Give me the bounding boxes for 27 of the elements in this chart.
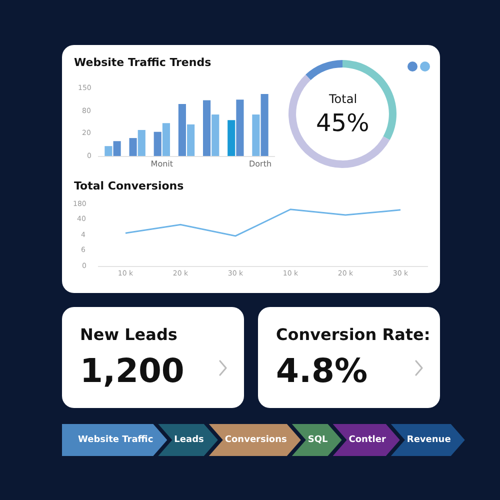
- category-label: Website Traffic: [62, 424, 168, 456]
- bar: [228, 120, 236, 156]
- category-label: Conversions: [208, 424, 301, 456]
- donut-slice: [288, 74, 390, 168]
- x-tick-label: Monit: [150, 160, 174, 169]
- chart-title: Total Conversions: [74, 179, 184, 192]
- category-label: Revenue: [390, 424, 465, 456]
- x-tick-label: Dorth: [248, 160, 272, 169]
- bar: [203, 100, 211, 156]
- bar: [187, 124, 195, 156]
- bar: [162, 123, 170, 156]
- bar: [178, 104, 186, 156]
- category-label: Contler: [332, 424, 400, 456]
- bar: [212, 114, 220, 156]
- category-label: SQL: [292, 424, 342, 456]
- text: Total: [328, 92, 358, 106]
- text: 45%: [316, 109, 370, 137]
- text: 4.8%: [276, 351, 368, 390]
- bar: [138, 130, 146, 156]
- donut-slice: [306, 60, 342, 80]
- text: New Leads: [80, 325, 178, 344]
- text: 1,200: [80, 351, 184, 390]
- category-label: Leads: [158, 424, 218, 456]
- chart-title: Website Traffic Trends: [74, 56, 212, 69]
- bar: [129, 138, 137, 156]
- bar: [154, 132, 162, 156]
- text: Conversion Rate:: [276, 325, 430, 344]
